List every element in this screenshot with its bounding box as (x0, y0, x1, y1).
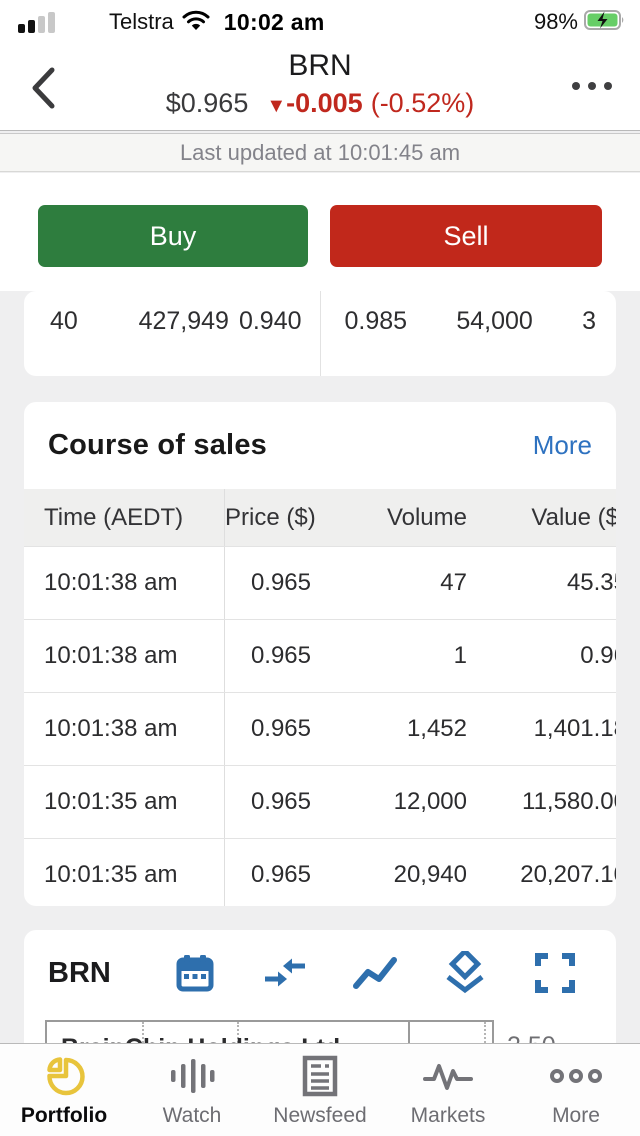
table-row: 10:01:35 am 0.965 12,000 11,580.00 (24, 765, 616, 838)
line-chart-icon[interactable] (352, 950, 398, 996)
price-change: ▼-0.005 (266, 88, 363, 118)
table-row: 10:01:38 am 0.965 1 0.96 (24, 619, 616, 692)
down-triangle-icon: ▼ (266, 95, 287, 117)
cell-volume: 47 (440, 569, 467, 596)
market-depth-card: 40 427,949 0.940 0.985 54,000 3 (24, 291, 616, 376)
bid-price: 0.940 (238, 307, 302, 335)
cell-price: 0.965 (250, 642, 311, 669)
tab-more[interactable]: More (512, 1044, 640, 1136)
last-price: $0.965 (165, 88, 249, 118)
price-change-percent: (-0.52%) (370, 88, 475, 118)
cell-volume: 20,940 (393, 861, 467, 888)
tab-label: More (552, 1104, 600, 1127)
ask-orders: 3 (582, 307, 596, 335)
tab-label: Newsfeed (273, 1104, 367, 1127)
clock-label: 10:02 am (223, 8, 325, 35)
pie-chart-icon (43, 1054, 85, 1098)
carrier-label: Telstra (109, 9, 174, 34)
table-header-row: Time (AEDT) Price ($) Volume Value ($) (24, 489, 616, 546)
compare-arrows-icon[interactable] (262, 950, 308, 996)
cell-value: 20,207.10 (520, 861, 616, 888)
tab-label: Watch (162, 1104, 222, 1127)
bottom-tab-bar: Portfolio Watch Newsfeed (0, 1043, 640, 1136)
card-title: Course of sales (48, 429, 267, 461)
table-row: 10:01:35 am 0.965 20,940 20,207.10 (24, 838, 616, 906)
calendar-icon[interactable] (172, 950, 218, 996)
cell-time: 10:01:38 am (24, 547, 225, 619)
depth-ask-row: 0.985 54,000 3 (321, 291, 617, 376)
layers-icon[interactable] (442, 950, 488, 996)
tab-label: Markets (410, 1104, 486, 1127)
battery-charging-icon (584, 9, 626, 36)
course-of-sales-card: Course of sales More Time (AEDT) Price (… (24, 402, 616, 906)
tab-markets[interactable]: Markets (384, 1044, 512, 1136)
cell-price: 0.965 (250, 861, 311, 888)
col-volume: Volume (386, 503, 467, 531)
table-row: 10:01:38 am 0.965 47 45.35 (24, 546, 616, 619)
table-row: 10:01:38 am 0.965 1,452 1,401.18 (24, 692, 616, 765)
cell-value: 45.35 (566, 569, 616, 596)
cell-time: 10:01:38 am (24, 693, 225, 765)
ask-volume: 54,000 (456, 307, 533, 335)
wifi-icon (182, 10, 210, 37)
more-dots-icon (549, 1054, 603, 1098)
back-button[interactable] (20, 62, 66, 114)
bid-volume: 427,949 (138, 307, 229, 335)
cell-value: 1,401.18 (533, 715, 616, 742)
price-line: $0.965 ▼-0.005 (-0.52%) (90, 88, 550, 119)
col-value: Value ($) (531, 503, 616, 531)
last-updated-banner: Last updated at 10:01:45 am (0, 133, 640, 172)
cell-time: 10:01:35 am (24, 766, 225, 838)
tab-newsfeed[interactable]: Newsfeed (256, 1044, 384, 1136)
fullscreen-icon[interactable] (532, 950, 578, 996)
bid-orders: 40 (50, 307, 78, 335)
overflow-menu-button[interactable] (570, 74, 614, 98)
col-price: Price ($) (225, 503, 316, 531)
cell-volume: 1,452 (406, 715, 467, 742)
cell-volume: 1 (453, 642, 467, 669)
tab-portfolio[interactable]: Portfolio (0, 1044, 128, 1136)
sell-button[interactable]: Sell (330, 205, 602, 267)
cell-price: 0.965 (250, 715, 311, 742)
course-of-sales-table: Time (AEDT) Price ($) Volume Value ($) 1… (24, 489, 616, 906)
depth-bid-row: 40 427,949 0.940 (24, 291, 321, 376)
cell-time: 10:01:38 am (24, 620, 225, 692)
cell-time: 10:01:35 am (24, 839, 225, 906)
stock-code-title: BRN (288, 49, 352, 82)
newsfeed-document-icon (302, 1054, 338, 1098)
buy-button[interactable]: Buy (38, 205, 308, 267)
cell-price: 0.965 (250, 569, 311, 596)
cell-signal-icon (18, 11, 55, 33)
ask-price: 0.985 (344, 307, 408, 335)
trade-actions: Buy Sell (0, 173, 640, 291)
cell-value: 0.96 (580, 642, 616, 669)
pulse-line-icon (423, 1054, 473, 1098)
bars-icon (169, 1054, 215, 1098)
more-link[interactable]: More (532, 430, 592, 460)
status-bar: Telstra 10:02 am 98% (0, 0, 640, 44)
cell-volume: 12,000 (393, 788, 467, 815)
cell-price: 0.965 (250, 788, 311, 815)
tab-watch[interactable]: Watch (128, 1044, 256, 1136)
tab-label: Portfolio (20, 1104, 108, 1127)
stock-header: BRN $0.965 ▼-0.005 (-0.52%) (0, 44, 640, 131)
cell-value: 11,580.00 (522, 788, 616, 815)
battery-percent-label: 98% (533, 9, 578, 34)
col-time: Time (AEDT) (24, 489, 225, 546)
chart-symbol-label: BRN (48, 956, 111, 989)
